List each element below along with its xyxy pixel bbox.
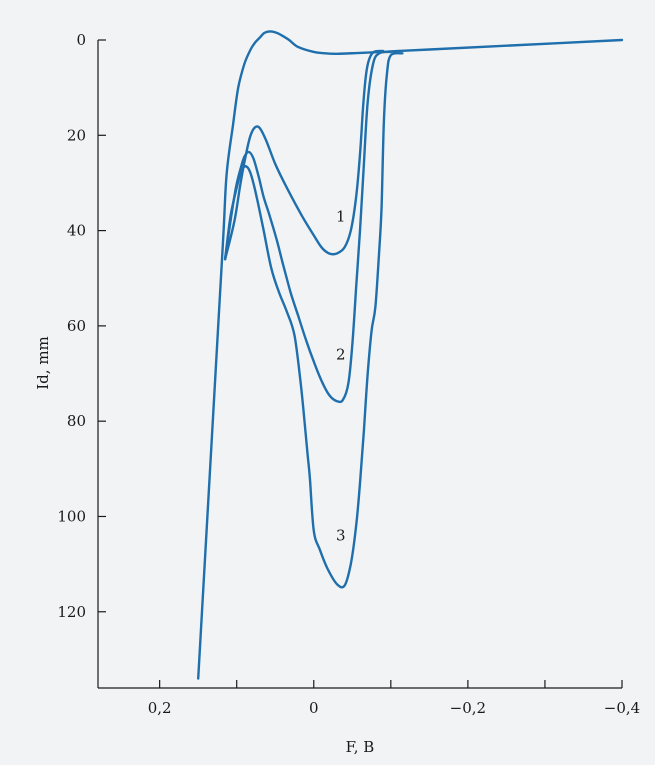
ticks: 0 20 40 60 80 100 120 0,2 0 −0,2 −0,4 [57,31,640,717]
series-line-base [197,30,624,680]
y-tick-label: 20 [67,126,86,144]
x-axis-label: F, В [346,738,375,756]
series-line-3 [223,51,404,589]
y-tick-label: 100 [57,507,86,525]
series-layer [197,30,624,680]
y-tick-label: 80 [67,412,86,430]
x-tick-label: 0,2 [148,699,172,717]
y-tick-label: 0 [76,31,86,49]
y-tick-label: 120 [57,603,86,621]
series-line-2 [223,50,392,404]
axes [97,40,622,689]
y-axis-label: Id, mm [34,336,52,390]
series-label-3: 3 [336,527,346,545]
series-label-1: 1 [336,207,346,225]
x-tick-label: −0,4 [604,699,640,717]
series-label-2: 2 [336,345,346,363]
series-labels: 1 2 3 [336,207,346,544]
y-tick-label: 40 [67,222,86,240]
x-tick-label: 0 [309,699,319,717]
y-tick-label: 60 [67,317,86,335]
series-line-1 [223,49,385,261]
x-tick-label: −0,2 [450,699,486,717]
